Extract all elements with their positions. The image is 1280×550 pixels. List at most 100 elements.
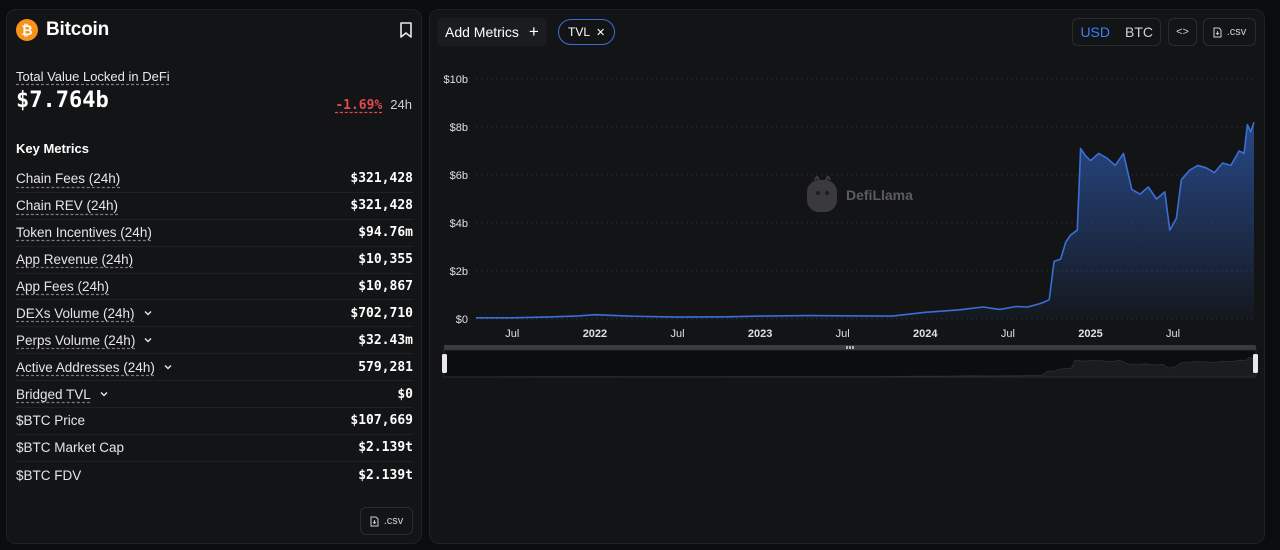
metric-row[interactable]: DEXs Volume (24h) $702,710 [16,300,413,328]
plus-icon: + [528,22,539,41]
x-tick-label: 2022 [583,328,607,340]
key-metrics-title: Key Metrics [16,141,89,156]
csv-label: .csv [383,515,404,527]
embed-code-button[interactable]: <> [1168,18,1197,46]
metric-value: $702,710 [350,305,413,321]
y-tick-label: $0 [456,314,468,326]
chart-panel: Add Metrics + TVL ✕ USD BTC <> .csv $10b… [429,9,1265,544]
x-tick-label: 2023 [748,328,772,340]
y-tick-label: $10b [444,74,468,86]
tvl-change-percent: -1.69% [335,98,383,113]
x-tick-label: Jul [1166,328,1180,340]
metric-label: Bridged TVL [16,387,109,402]
currency-usd-button[interactable]: USD [1080,24,1110,40]
metric-label: App Revenue (24h) [16,252,133,267]
metric-label: $BTC Price [16,413,85,428]
metric-label: App Fees (24h) [16,279,109,294]
y-tick-label: $6b [450,170,468,182]
x-tick-label: 2025 [1078,328,1102,340]
x-tick-label: Jul [836,328,850,340]
y-tick-label: $2b [450,266,468,278]
metric-label-text: $BTC Market Cap [16,440,125,456]
chevron-down-icon[interactable] [143,308,153,318]
metric-value: $2.139t [358,467,413,483]
metric-label-text: Perps Volume (24h) [16,332,136,348]
metric-value: $94.76m [358,225,413,241]
metric-value: $10,355 [358,252,413,268]
add-metrics-label: Add Metrics [445,24,519,40]
metric-label: Chain REV (24h) [16,198,118,213]
metric-value: $0 [397,386,413,402]
metric-row[interactable]: Active Addresses (24h) 579,281 [16,354,413,382]
chevron-down-icon[interactable] [143,335,153,345]
tvl-change-period: 24h [390,97,412,112]
llama-logo-icon [807,176,837,212]
metric-label-text: Bridged TVL [16,386,91,402]
download-chart-csv-button[interactable]: .csv [1203,18,1256,46]
metric-label: Chain Fees (24h) [16,171,120,186]
slider-left-handle[interactable] [442,354,447,373]
metric-label: DEXs Volume (24h) [16,306,153,321]
time-range-slider[interactable] [442,345,1258,378]
metric-label-text: Token Incentives (24h) [16,225,152,241]
chain-name: Bitcoin [46,19,109,40]
bookmark-icon[interactable] [399,22,413,38]
y-tick-label: $4b [450,218,468,230]
currency-toggle: USD BTC [1072,18,1161,46]
chevron-down-icon[interactable] [99,389,109,399]
tvl-chart[interactable]: $10b $8b $6b $4b $2b $0 Jul 2022 Jul 2023 Jul 2024 J… [430,55,1264,395]
metric-label: Token Incentives (24h) [16,225,152,240]
metric-value: 579,281 [358,359,413,375]
metric-label-text: Chain REV (24h) [16,198,119,214]
metric-label-text: $BTC FDV [16,467,82,483]
metric-label-text: App Revenue (24h) [16,252,134,268]
defillama-watermark: DefiLlama [805,176,913,214]
metric-value: $107,669 [350,413,413,429]
metric-row: $BTC Price $107,669 [16,408,413,435]
file-icon [1213,27,1222,37]
metric-value: $321,428 [350,198,413,214]
slider-grip-icon[interactable] [846,346,854,349]
tvl-label: Total Value Locked in DeFi [16,69,170,84]
key-metrics-list: Chain Fees (24h) $321,428 Chain REV (24h) $… [16,166,413,489]
x-tick-label: 2024 [913,328,938,340]
x-tick-label: Jul [505,328,519,340]
download-csv-button[interactable]: .csv [360,507,413,535]
metric-label-text: Chain Fees (24h) [16,171,121,187]
metric-label: $BTC Market Cap [16,440,124,455]
metric-value: $321,428 [350,171,413,187]
tvl-metric-chip[interactable]: TVL ✕ [558,19,616,45]
metric-row[interactable]: Perps Volume (24h) $32.43m [16,327,413,355]
metric-label-text: DEXs Volume (24h) [16,305,135,321]
y-tick-label: $8b [450,122,468,134]
metric-row: $BTC Market Cap $2.139t [16,435,413,462]
chip-label: TVL [568,25,591,39]
metric-value: $32.43m [358,332,413,348]
metric-row[interactable]: Bridged TVL $0 [16,381,413,409]
metric-label: Active Addresses (24h) [16,360,173,375]
metric-label-text: $BTC Price [16,413,86,429]
tvl-change: -1.69% 24h [335,97,412,113]
metric-row: App Fees (24h) $10,867 [16,274,413,301]
chain-header: ₿ Bitcoin [16,19,109,41]
metric-label-text: Active Addresses (24h) [16,359,155,375]
add-metrics-button[interactable]: Add Metrics + [437,18,547,46]
watermark-text: DefiLlama [846,187,913,203]
tvl-area [476,122,1254,319]
x-tick-label: Jul [670,328,684,340]
metric-value: $10,867 [358,279,413,294]
chevron-down-icon[interactable] [163,362,173,372]
slider-right-handle[interactable] [1253,354,1258,373]
csv-label: .csv [1226,26,1247,38]
bitcoin-logo-icon: ₿ [16,19,38,41]
metric-row: Token Incentives (24h) $94.76m [16,220,413,247]
metric-row: $BTC FDV $2.139t [16,462,413,489]
tvl-series-line [476,121,1255,319]
close-icon[interactable]: ✕ [596,26,606,39]
metric-row: Chain REV (24h) $321,428 [16,193,413,220]
metric-value: $2.139t [358,440,413,456]
chain-overview-panel: ₿ Bitcoin Total Value Locked in DeFi $7.… [6,9,422,544]
code-icon: <> [1176,26,1189,38]
currency-btc-button[interactable]: BTC [1125,24,1153,40]
x-tick-label: Jul [1001,328,1015,340]
